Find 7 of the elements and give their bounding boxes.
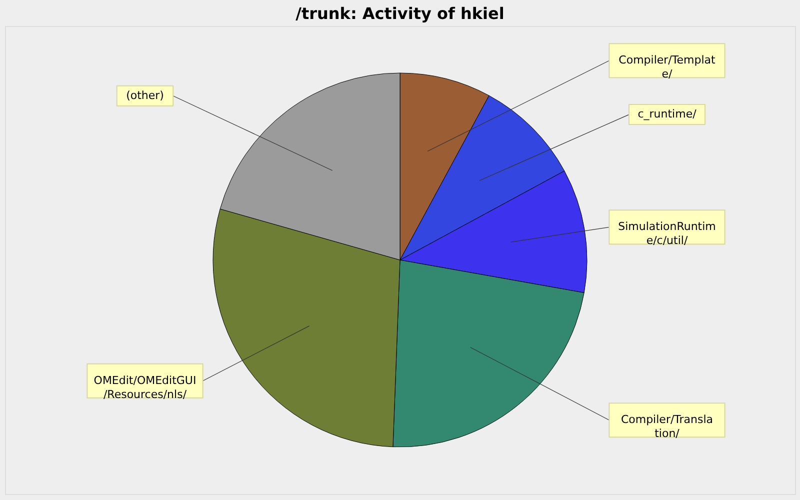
slice-label: SimulationRuntime/c/util/ [618,220,716,248]
chart-title: /trunk: Activity of hkiel [296,4,504,23]
slice-label: (other) [126,88,164,102]
slice-label: Compiler/Translation/ [620,413,714,440]
slice-label: OMEdit/OMEditGUI/Resources/nls/ [94,374,196,401]
slice-label: Compiler/Template/ [618,54,716,81]
slice-label: c_runtime/ [638,108,697,121]
